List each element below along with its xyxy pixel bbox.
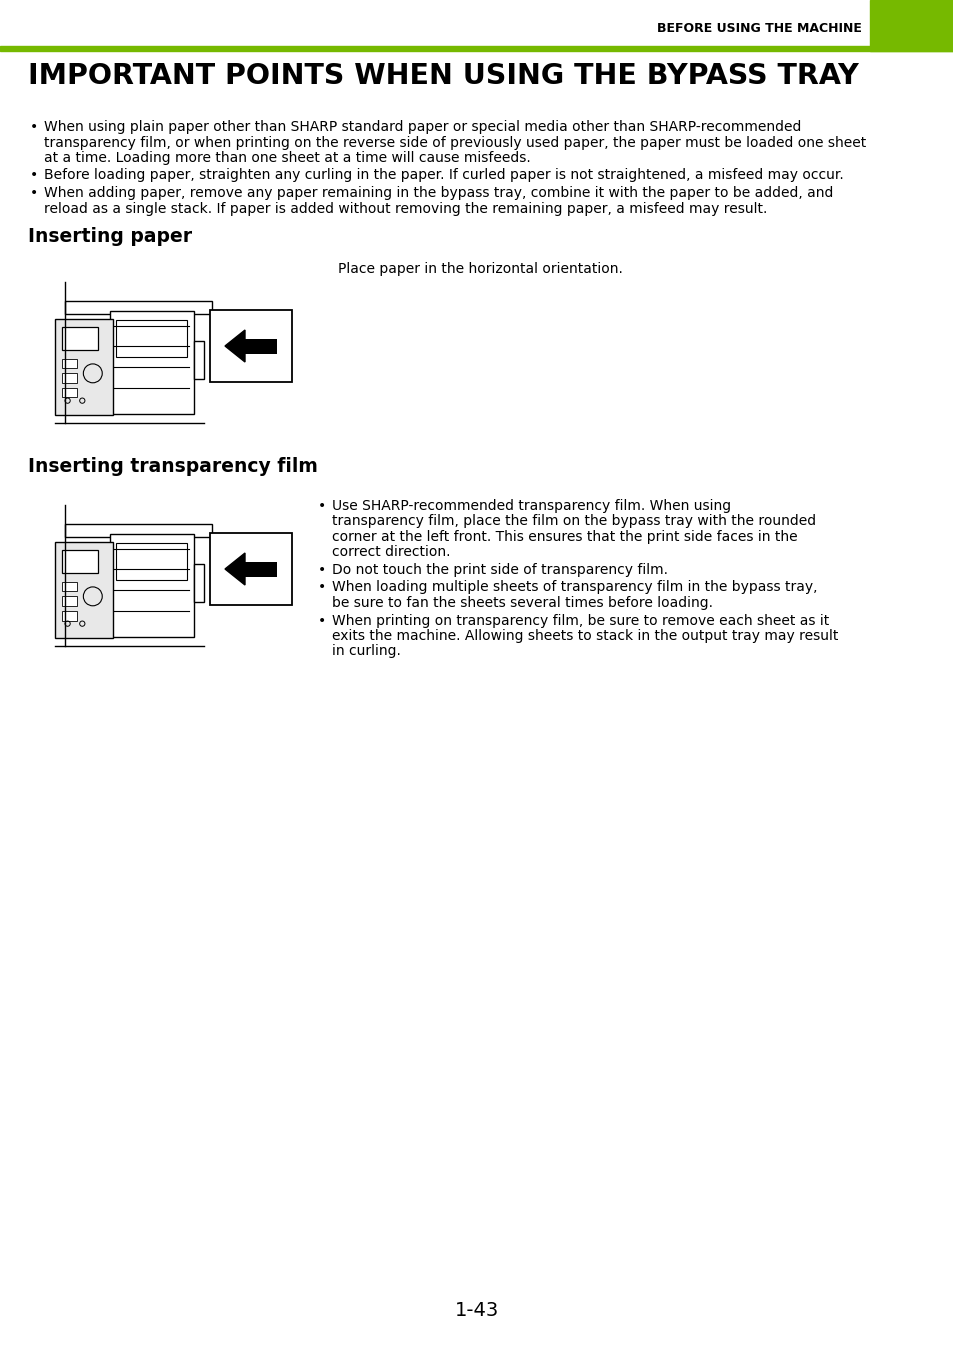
Bar [115, 320, 187, 356]
Text: reload as a single stack. If paper is added without removing the remaining paper: reload as a single stack. If paper is ad… [44, 201, 766, 216]
Bar [869, 0, 953, 51]
Text: at a time. Loading more than one sheet at a time will cause misfeeds.: at a time. Loading more than one sheet a… [44, 151, 530, 165]
Text: •: • [30, 186, 38, 200]
Bar [210, 533, 292, 605]
Text: •: • [317, 580, 326, 594]
Text: Use SHARP-recommended transparency film. When using: Use SHARP-recommended transparency film.… [332, 500, 730, 513]
Polygon shape [225, 329, 245, 362]
Bar [66, 524, 213, 536]
Text: When loading multiple sheets of transparency film in the bypass tray,: When loading multiple sheets of transpar… [332, 580, 817, 594]
Bar [245, 339, 276, 354]
Text: in curling.: in curling. [332, 644, 400, 659]
Text: be sure to fan the sheets several times before loading.: be sure to fan the sheets several times … [332, 595, 712, 610]
Text: Before loading paper, straighten any curling in the paper. If curled paper is no: Before loading paper, straighten any cur… [44, 169, 842, 182]
Text: Place paper in the horizontal orientation.: Place paper in the horizontal orientatio… [337, 262, 621, 275]
Bar [62, 582, 77, 591]
Bar [62, 359, 77, 369]
Bar [245, 562, 276, 576]
Text: 1-43: 1-43 [455, 1300, 498, 1319]
Bar [62, 387, 77, 397]
Bar [62, 374, 77, 383]
Text: IMPORTANT POINTS WHEN USING THE BYPASS TRAY: IMPORTANT POINTS WHEN USING THE BYPASS T… [28, 62, 858, 90]
Text: Inserting transparency film: Inserting transparency film [28, 458, 317, 477]
Bar [210, 310, 292, 382]
Text: Inserting paper: Inserting paper [28, 227, 192, 246]
Bar [193, 340, 204, 378]
Bar [62, 612, 77, 621]
Text: correct direction.: correct direction. [332, 545, 450, 559]
Bar [110, 312, 193, 414]
Bar [110, 535, 193, 637]
Bar [193, 564, 204, 602]
Bar [55, 319, 112, 416]
Text: transparency film, or when printing on the reverse side of previously used paper: transparency film, or when printing on t… [44, 135, 865, 150]
Text: transparency film, place the film on the bypass tray with the rounded: transparency film, place the film on the… [332, 514, 815, 528]
Text: exits the machine. Allowing sheets to stack in the output tray may result: exits the machine. Allowing sheets to st… [332, 629, 838, 643]
Text: BEFORE USING THE MACHINE: BEFORE USING THE MACHINE [657, 22, 862, 35]
Bar [62, 551, 98, 574]
Bar [66, 301, 213, 313]
Bar [115, 543, 187, 579]
Bar [62, 327, 98, 350]
Bar [0, 46, 953, 51]
Bar [55, 541, 112, 639]
Text: When using plain paper other than SHARP standard paper or special media other th: When using plain paper other than SHARP … [44, 120, 801, 134]
Polygon shape [225, 554, 245, 585]
Text: •: • [30, 169, 38, 182]
Text: •: • [30, 120, 38, 134]
Text: When adding paper, remove any paper remaining in the bypass tray, combine it wit: When adding paper, remove any paper rema… [44, 186, 833, 200]
Text: •: • [317, 500, 326, 513]
Text: When printing on transparency film, be sure to remove each sheet as it: When printing on transparency film, be s… [332, 613, 828, 628]
Bar [62, 597, 77, 606]
Text: •: • [317, 563, 326, 576]
Text: Do not touch the print side of transparency film.: Do not touch the print side of transpare… [332, 563, 667, 576]
Text: corner at the left front. This ensures that the print side faces in the: corner at the left front. This ensures t… [332, 531, 797, 544]
Text: •: • [317, 613, 326, 628]
